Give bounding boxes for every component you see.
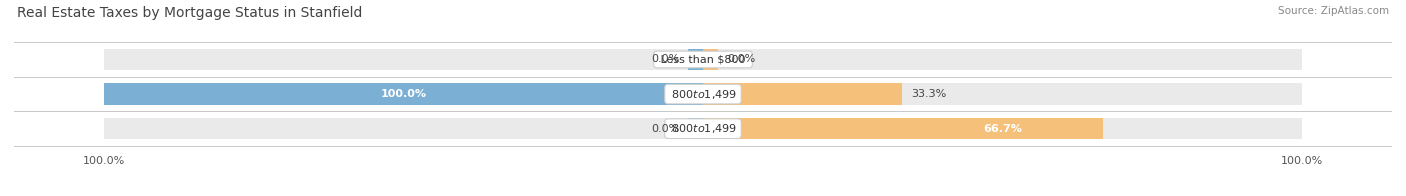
- Text: 0.0%: 0.0%: [651, 54, 679, 64]
- Bar: [688, 118, 703, 139]
- Bar: [104, 118, 1302, 139]
- Text: 0.0%: 0.0%: [727, 54, 755, 64]
- Bar: [104, 83, 1302, 105]
- Text: $800 to $1,499: $800 to $1,499: [668, 122, 738, 135]
- Bar: [703, 49, 718, 70]
- Text: 66.7%: 66.7%: [983, 124, 1022, 134]
- Text: Source: ZipAtlas.com: Source: ZipAtlas.com: [1278, 6, 1389, 16]
- Bar: [688, 49, 703, 70]
- Text: 33.3%: 33.3%: [911, 89, 946, 99]
- Text: Less than $800: Less than $800: [657, 54, 749, 64]
- Bar: [104, 49, 1302, 70]
- Text: Real Estate Taxes by Mortgage Status in Stanfield: Real Estate Taxes by Mortgage Status in …: [17, 6, 363, 20]
- Text: $800 to $1,499: $800 to $1,499: [668, 88, 738, 101]
- Bar: [703, 83, 903, 105]
- Bar: [703, 118, 1102, 139]
- Text: 100.0%: 100.0%: [381, 89, 426, 99]
- Text: 0.0%: 0.0%: [651, 124, 679, 134]
- Bar: [104, 83, 703, 105]
